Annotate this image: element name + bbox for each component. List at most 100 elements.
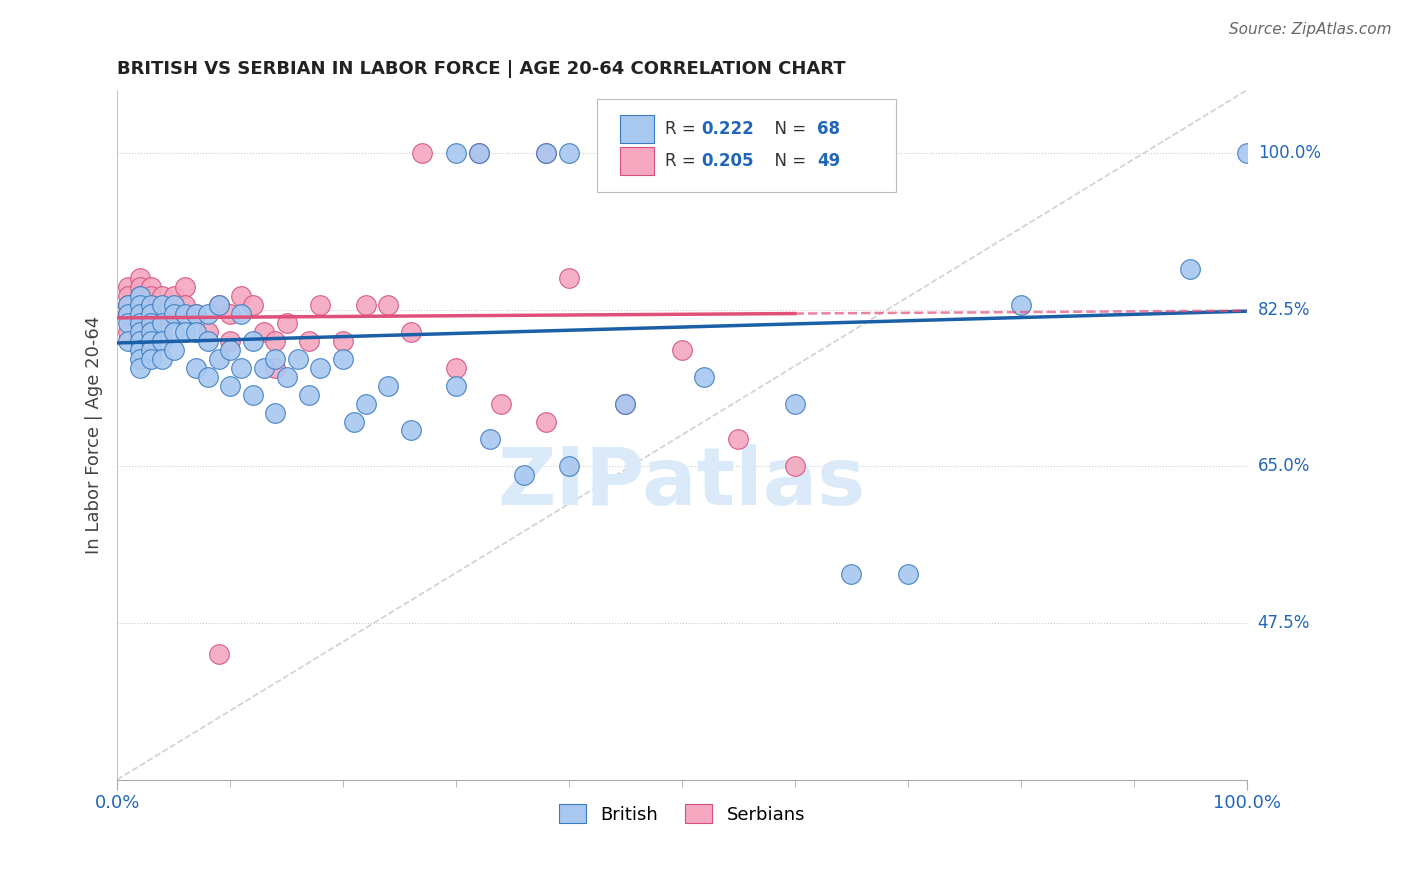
Point [444, 360, 467, 375]
Point [783, 396, 806, 410]
Point [163, 289, 186, 303]
Point [128, 316, 150, 330]
Point [117, 280, 139, 294]
Point [614, 396, 637, 410]
Point [614, 145, 637, 160]
Point [693, 145, 716, 160]
Text: N =: N = [765, 120, 811, 138]
Point [139, 316, 162, 330]
Point [150, 325, 173, 339]
Point [208, 647, 231, 661]
Point [1010, 298, 1032, 312]
Point [343, 415, 366, 429]
Point [671, 343, 693, 357]
Point [128, 298, 150, 312]
Point [536, 145, 558, 160]
Point [117, 316, 139, 330]
Point [377, 298, 399, 312]
Point [139, 325, 162, 339]
Point [693, 369, 716, 384]
Point [309, 298, 332, 312]
FancyBboxPatch shape [620, 115, 654, 143]
Point [839, 566, 862, 581]
FancyBboxPatch shape [620, 147, 654, 175]
Point [117, 289, 139, 303]
Point [128, 325, 150, 339]
Point [208, 298, 231, 312]
Point [377, 378, 399, 392]
Text: 68: 68 [817, 120, 841, 138]
Point [139, 289, 162, 303]
Point [128, 360, 150, 375]
Point [117, 334, 139, 348]
Point [128, 351, 150, 366]
Point [150, 334, 173, 348]
Point [128, 334, 150, 348]
Point [727, 145, 749, 160]
Point [163, 307, 186, 321]
Point [139, 351, 162, 366]
Point [287, 351, 309, 366]
Point [444, 145, 467, 160]
Point [354, 298, 377, 312]
Point [117, 325, 139, 339]
Point [231, 307, 253, 321]
Point [253, 360, 276, 375]
Point [264, 360, 287, 375]
Point [332, 351, 354, 366]
Point [536, 145, 558, 160]
Text: 0.222: 0.222 [702, 120, 754, 138]
Point [558, 145, 581, 160]
Point [197, 334, 219, 348]
Point [513, 468, 536, 483]
Point [219, 334, 242, 348]
Point [139, 343, 162, 357]
Text: N =: N = [765, 153, 811, 170]
Point [150, 307, 173, 321]
Point [467, 145, 489, 160]
Point [354, 396, 377, 410]
Point [163, 325, 186, 339]
Point [150, 298, 173, 312]
Point [174, 307, 197, 321]
Point [117, 298, 139, 312]
Point [128, 280, 150, 294]
Legend: British, Serbians: British, Serbians [550, 796, 814, 832]
Point [117, 307, 139, 321]
FancyBboxPatch shape [598, 99, 897, 193]
Point [186, 325, 208, 339]
Point [242, 387, 264, 401]
Point [128, 298, 150, 312]
Point [197, 325, 219, 339]
Text: Source: ZipAtlas.com: Source: ZipAtlas.com [1229, 22, 1392, 37]
Point [197, 307, 219, 321]
Text: R =: R = [665, 120, 702, 138]
Point [727, 433, 749, 447]
Point [332, 334, 354, 348]
Text: 82.5%: 82.5% [1258, 301, 1310, 318]
Text: BRITISH VS SERBIAN IN LABOR FORCE | AGE 20-64 CORRELATION CHART: BRITISH VS SERBIAN IN LABOR FORCE | AGE … [117, 60, 846, 78]
Point [139, 307, 162, 321]
Point [242, 334, 264, 348]
Point [139, 307, 162, 321]
Text: 49: 49 [817, 153, 841, 170]
Point [783, 459, 806, 474]
Point [264, 351, 287, 366]
Point [128, 271, 150, 285]
Point [186, 307, 208, 321]
Point [139, 280, 162, 294]
Point [219, 378, 242, 392]
Point [128, 343, 150, 357]
Point [231, 360, 253, 375]
Point [219, 343, 242, 357]
Text: R =: R = [665, 153, 702, 170]
Point [558, 459, 581, 474]
Point [727, 145, 749, 160]
Point [671, 145, 693, 160]
Point [614, 396, 637, 410]
Point [128, 316, 150, 330]
Point [197, 369, 219, 384]
Text: 0.205: 0.205 [702, 153, 754, 170]
Point [163, 298, 186, 312]
Point [128, 334, 150, 348]
